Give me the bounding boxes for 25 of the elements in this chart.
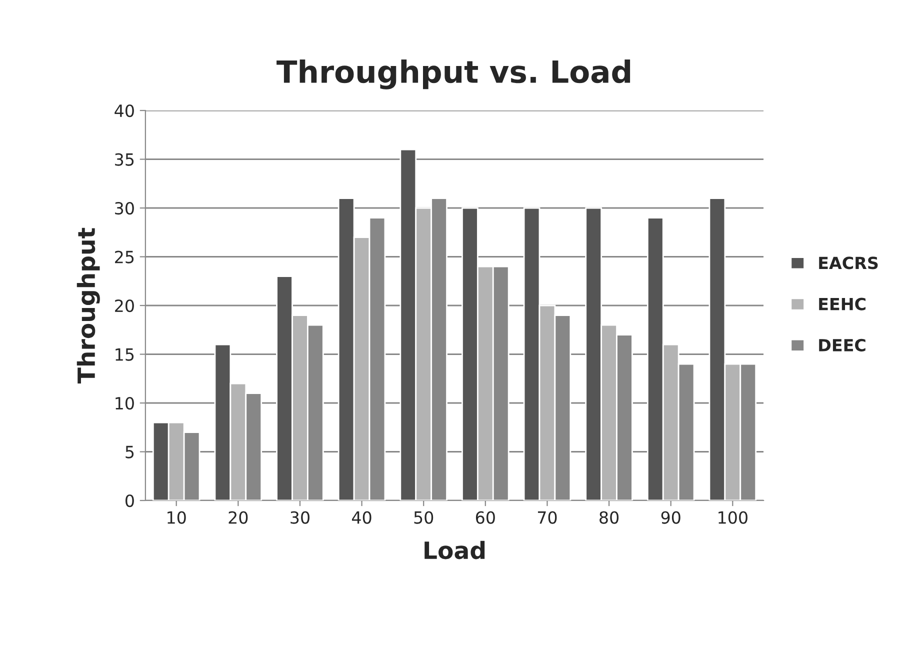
y-tick-label: 35	[115, 153, 134, 166]
legend-label: EACRS	[819, 256, 878, 270]
x-tick-label: 60	[476, 511, 495, 524]
x-tick-label: 100	[718, 511, 748, 524]
x-tick-label: 70	[538, 511, 557, 524]
y-tick-label: 20	[115, 299, 134, 312]
x-tick-label: 30	[290, 511, 310, 524]
legend-label: EEHC	[819, 298, 866, 310]
x-tick-label: 40	[352, 511, 372, 524]
x-tick-label: 20	[228, 511, 248, 524]
y-tick-label: 15	[116, 348, 134, 361]
y-tick-label: 30	[115, 202, 134, 215]
y-tick-label: 25	[115, 250, 134, 264]
x-tick-label: 50	[414, 511, 434, 524]
legend-label: DEEC	[819, 338, 866, 352]
y-tick-label: 40	[114, 104, 134, 118]
y-tick-label: 10	[116, 396, 134, 410]
y-axis-title: Throughput	[76, 228, 100, 384]
x-axis-title: Load	[424, 540, 485, 560]
y-tick-label: 0	[126, 494, 134, 508]
y-tick-label: 5	[126, 446, 134, 458]
x-tick-label: 10	[168, 511, 186, 524]
chart-title: Throughput vs. Load	[276, 60, 630, 90]
x-tick-label: 80	[600, 511, 619, 524]
x-tick-label: 90	[661, 511, 680, 524]
